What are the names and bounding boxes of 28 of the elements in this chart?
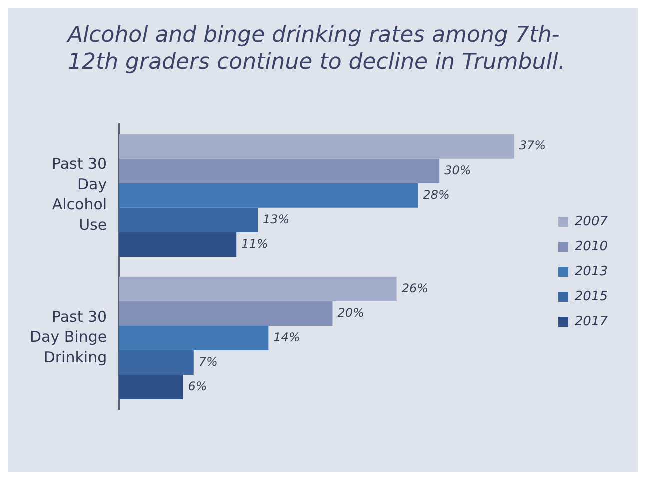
data-label: 7% [198, 354, 218, 369]
legend-label: 2007 [574, 214, 609, 230]
data-label: 6% [188, 379, 208, 394]
bar [119, 232, 237, 257]
legend-label: 2010 [574, 239, 608, 254]
bar [119, 350, 194, 375]
bar [119, 208, 258, 232]
bar [119, 326, 269, 350]
data-label: 20% [338, 306, 364, 320]
chart-title: Alcohol and binge drinking rates among 7th-12th graders continue to decline in Trumbull. [66, 22, 566, 77]
bar [119, 134, 514, 159]
bar [119, 301, 333, 326]
bar [119, 158, 440, 184]
data-label: 14% [274, 330, 300, 344]
data-label: 11% [242, 236, 268, 251]
data-label: 30% [444, 163, 472, 178]
bar [119, 183, 418, 208]
legend-label: 2013 [574, 264, 608, 280]
legend-label: 2017 [574, 314, 609, 330]
data-label: 37% [519, 138, 546, 153]
data-label: 26% [402, 281, 429, 296]
legend-label: 2015 [574, 289, 608, 304]
bar [119, 375, 184, 400]
data-label: 13% [262, 212, 290, 226]
y-tick-label: Past 30 Day Binge Drinking [30, 308, 108, 366]
data-label: 28% [423, 188, 450, 202]
y-tick-label: Past 30 Day Alcohol Use [52, 155, 108, 234]
bar [119, 276, 397, 302]
